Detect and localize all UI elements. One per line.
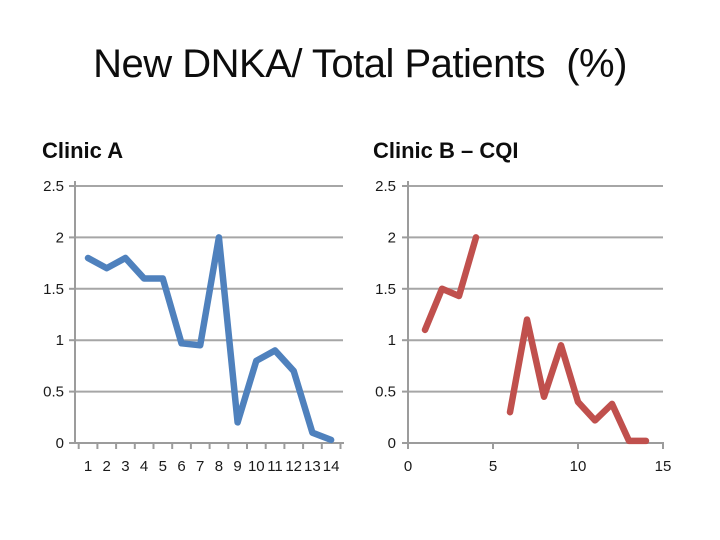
- y-axis-label: 2: [56, 229, 64, 246]
- x-axis-label: 9: [233, 458, 241, 475]
- chart-b-title: Clinic B – CQI: [373, 138, 519, 163]
- y-axis-label: 1: [56, 332, 64, 349]
- y-axis-label: 0.5: [43, 384, 64, 401]
- x-axis-label: 5: [159, 458, 167, 475]
- y-axis-label: 1: [388, 332, 396, 349]
- y-axis-label: 0.5: [375, 384, 396, 401]
- x-axis-label: 2: [103, 458, 111, 475]
- y-axis-label: 2.5: [375, 178, 396, 195]
- slide-title: New DNKA/ Total Patients (%): [93, 42, 627, 86]
- x-axis-label: 6: [177, 458, 185, 475]
- x-axis-label: 5: [489, 458, 497, 475]
- y-axis-label: 0: [388, 435, 396, 452]
- data-line: [421, 234, 480, 334]
- x-axis-label: 3: [121, 458, 129, 475]
- y-axis-label: 1.5: [43, 281, 64, 298]
- x-axis-label: 12: [285, 458, 302, 475]
- x-axis-label: 8: [215, 458, 223, 475]
- x-axis-label: 4: [140, 458, 148, 475]
- y-axis-label: 2: [388, 229, 396, 246]
- data-line: [506, 316, 650, 445]
- y-axis-label: 1.5: [375, 281, 396, 298]
- x-axis-label: 10: [248, 458, 265, 475]
- x-axis-label: 10: [570, 458, 587, 475]
- x-axis-label: 11: [267, 458, 283, 475]
- x-axis-label: 13: [304, 458, 321, 475]
- x-axis-label: 0: [404, 458, 412, 475]
- data-line: [84, 234, 335, 444]
- x-axis-label: 15: [655, 458, 672, 475]
- x-axis-label: 7: [196, 458, 204, 475]
- chart-a-title: Clinic A: [42, 138, 124, 163]
- x-axis-label: 14: [323, 458, 340, 475]
- x-axis-label: 1: [84, 458, 92, 475]
- y-axis-label: 0: [56, 435, 64, 452]
- y-axis-label: 2.5: [43, 178, 64, 195]
